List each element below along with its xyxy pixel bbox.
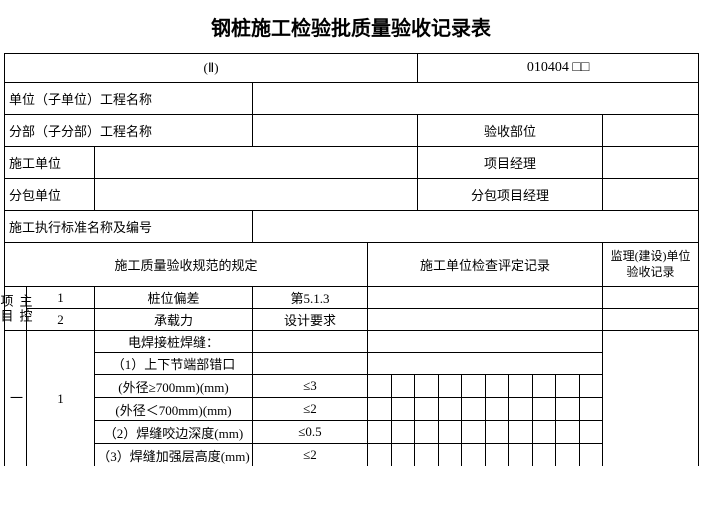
subtitle-cell: (Ⅱ) — [5, 54, 418, 83]
gen-row-3-item: （2）焊缝咬边深度(mm) — [95, 421, 253, 444]
acceptance-dept-label: 验收部位 — [418, 115, 603, 147]
gen-row-2-record — [368, 398, 603, 421]
mc-row-1-sup — [603, 287, 699, 309]
page-title: 钢桩施工检验批质量验收记录表 — [4, 4, 698, 53]
gen-row-1-record — [368, 375, 603, 398]
construction-unit-label: 施工单位 — [5, 147, 95, 179]
gen-row-4-spec: ≤2 — [253, 444, 368, 467]
gen-section-spec — [253, 331, 368, 353]
mc-row-1-item: 桩位偏差 — [95, 287, 253, 309]
sub-project-label: 分部（子分部）工程名称 — [5, 115, 253, 147]
project-manager-label: 项目经理 — [418, 147, 603, 179]
unit-project-value — [253, 83, 699, 115]
mc-row-2-no: 2 — [27, 309, 95, 331]
subcontract-manager-value — [603, 179, 699, 211]
gen-row-3-record — [368, 421, 603, 444]
supervision-record-header: 监理(建设)单位验收记录 — [603, 243, 699, 287]
general-section-no: 1 — [27, 331, 95, 467]
gen-section-title: 电焊接桩焊缝： — [95, 331, 253, 353]
sub-project-value — [253, 115, 418, 147]
gen-row-0-record — [368, 353, 603, 375]
construction-unit-value — [95, 147, 418, 179]
standard-name-value — [253, 211, 699, 243]
unit-project-label: 单位（子单位）工程名称 — [5, 83, 253, 115]
main-table: (Ⅱ) 010404 □□ 单位（子单位）工程名称 分部（子分部）工程名称 验收… — [4, 53, 699, 466]
form-number: 010404 — [527, 60, 569, 75]
spec-regulation-header: 施工质量验收规范的规定 — [5, 243, 368, 287]
gen-row-2-item: (外径＜700mm)(mm) — [95, 398, 253, 421]
subcontract-unit-label: 分包单位 — [5, 179, 95, 211]
gen-row-0-spec — [253, 353, 368, 375]
subcontract-manager-label: 分包项目经理 — [418, 179, 603, 211]
form-number-cell: 010404 □□ — [418, 54, 699, 83]
gen-row-4-item: （3）焊缝加强层高度(mm) — [95, 444, 253, 467]
mc-row-2-record — [368, 309, 603, 331]
mc-row-1-no: 1 — [27, 287, 95, 309]
gen-row-3-spec: ≤0.5 — [253, 421, 368, 444]
inspection-record-header: 施工单位检查评定记录 — [368, 243, 603, 287]
main-control-group: 主控项目 — [5, 287, 27, 331]
gen-sup — [603, 331, 699, 467]
standard-name-label: 施工执行标准名称及编号 — [5, 211, 253, 243]
gen-row-0-item: （1）上下节端部错口 — [95, 353, 253, 375]
gen-title-record — [368, 331, 603, 353]
subcontract-unit-value — [95, 179, 418, 211]
box-2: □ — [581, 60, 589, 75]
mc-row-1-record — [368, 287, 603, 309]
mc-row-1-spec: 第5.1.3 — [253, 287, 368, 309]
box-1: □ — [572, 60, 580, 75]
mc-row-2-sup — [603, 309, 699, 331]
project-manager-value — [603, 147, 699, 179]
mc-row-2-item: 承载力 — [95, 309, 253, 331]
gen-row-4-record — [368, 444, 603, 467]
gen-row-1-spec: ≤3 — [253, 375, 368, 398]
general-group: 一 — [5, 331, 27, 467]
gen-row-1-item: (外径≥700mm)(mm) — [95, 375, 253, 398]
gen-row-2-spec: ≤2 — [253, 398, 368, 421]
mc-row-2-spec: 设计要求 — [253, 309, 368, 331]
acceptance-dept-value — [603, 115, 699, 147]
